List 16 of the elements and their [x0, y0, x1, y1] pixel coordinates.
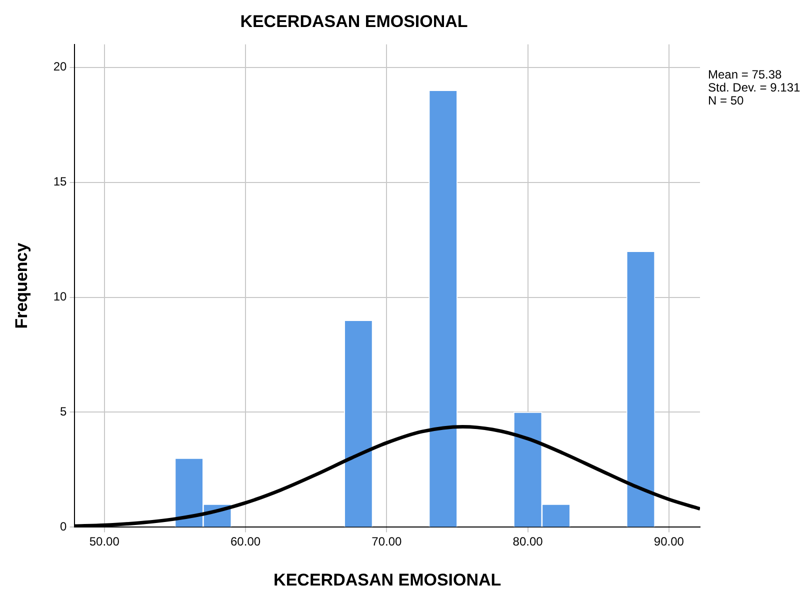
y-tick-label: 15	[53, 174, 68, 189]
text: Mean = 75.38	[708, 68, 782, 82]
y-tick-label: 0	[60, 520, 68, 534]
x-tick-label: 90.00	[654, 534, 684, 549]
y-tick-label: 20	[53, 60, 68, 74]
text: N = 50	[708, 94, 744, 108]
x-axis-title: KECERDASAN EMOSIONAL	[274, 570, 502, 590]
x-tick-label: 50.00	[89, 534, 120, 549]
x-tick-label: 80.00	[512, 534, 544, 549]
y-tick-label: 5	[60, 404, 68, 419]
y-tick-label: 10	[53, 290, 68, 304]
x-tick-label: 60.00	[230, 534, 261, 549]
chart-title: KECERDASAN EMOSIONAL	[240, 12, 468, 31]
y-axis-title: Frequency	[12, 242, 31, 329]
text: Std. Dev. = 9.131	[708, 80, 800, 95]
x-tick-label: 70.00	[372, 534, 402, 549]
